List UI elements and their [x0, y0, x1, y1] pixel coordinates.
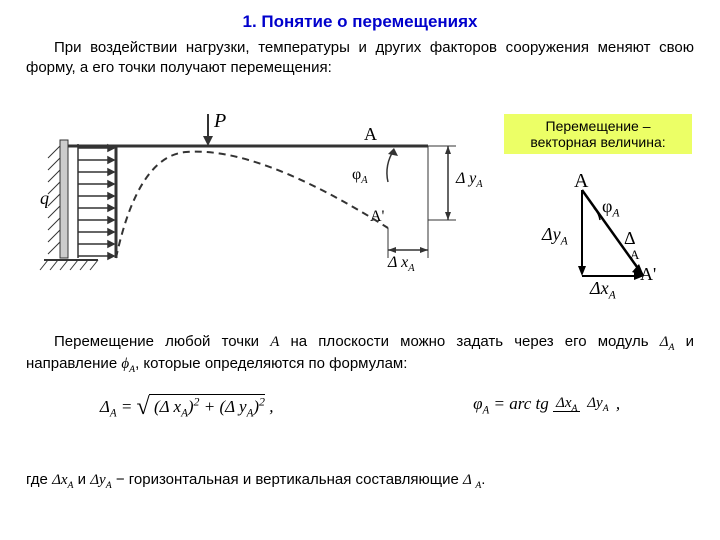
- vec-label-phi: φA: [602, 196, 620, 220]
- label-phiA: φA: [352, 166, 368, 186]
- formula-delta: ΔA = √ (Δ xA)2 + (Δ yA)2 ,: [100, 394, 274, 421]
- label-A: A: [364, 124, 377, 145]
- intro-paragraph: При воздействии нагрузки, температуры и …: [0, 32, 720, 79]
- highlight-line2: векторная величина:: [530, 134, 665, 150]
- label-q: q: [40, 188, 49, 209]
- vec-label-A: A: [574, 170, 588, 193]
- formula-phi: φA = arc tg ΔxA ΔyA ,: [473, 394, 620, 421]
- highlight-line1: Перемещение –: [546, 118, 651, 134]
- page-title: 1. Понятие о перемещениях: [0, 0, 720, 32]
- label-Aprime: A': [370, 208, 384, 226]
- label-P: P: [214, 110, 226, 133]
- highlight-box: Перемещение – векторная величина:: [504, 114, 692, 154]
- vector-diagram: A A' φA ΔA ΔyA ΔxA: [552, 176, 692, 310]
- para3: где ΔxA и ΔyA − горизонтальная и вертика…: [0, 464, 720, 492]
- vec-label-Aprime: A': [640, 264, 656, 285]
- vec-label-Delta: ΔA: [624, 228, 636, 270]
- para2: Перемещение любой точки A на плоскости м…: [0, 326, 720, 376]
- vec-label-dx: ΔxA: [590, 278, 616, 302]
- beam-diagram: P q A A' φA Δ yA Δ xA: [38, 110, 488, 292]
- label-dyA: Δ yA: [456, 170, 483, 190]
- label-dxA: Δ xA: [388, 254, 415, 274]
- vec-label-dy: ΔyA: [542, 224, 568, 248]
- formula-row: ΔA = √ (Δ xA)2 + (Δ yA)2 , φA = arc tg Δ…: [0, 394, 720, 421]
